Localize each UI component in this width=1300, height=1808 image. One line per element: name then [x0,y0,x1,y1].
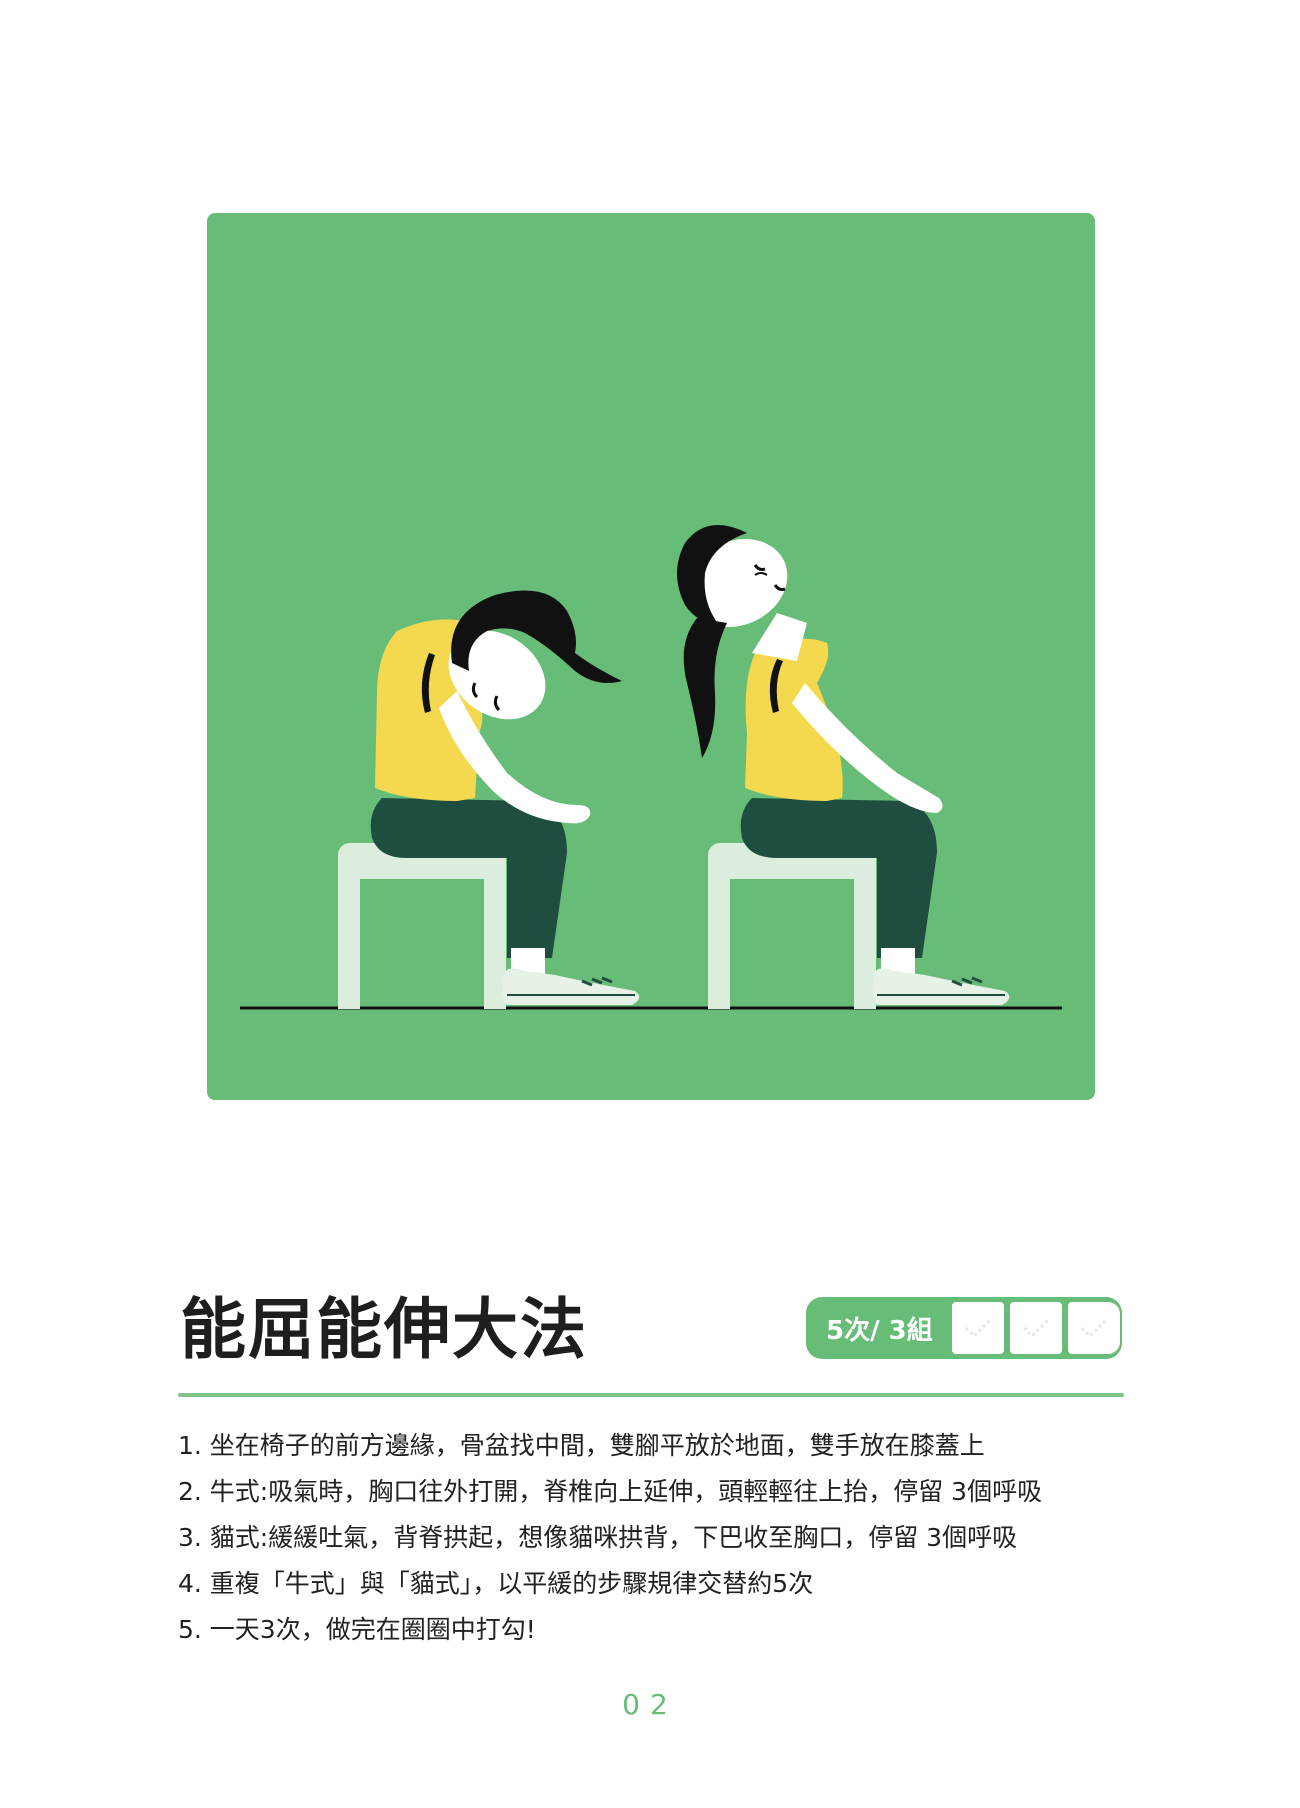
check-box-3[interactable] [1068,1302,1120,1354]
page-number: 02 [622,1688,678,1721]
head-left [448,630,546,720]
instruction-step: 3. 貓式:緩緩吐氣，背脊拱起，想像貓咪拱背，下巴收至胸口，停留 3個呼吸 [178,1523,1018,1552]
rep-counter-label: 5次/ 3組 [826,1315,933,1346]
head-right [686,539,788,627]
title-divider [178,1393,1124,1397]
chair-right [708,843,876,1009]
check-icon [1022,1318,1050,1339]
person-cow-pose [677,525,1010,1009]
instruction-step: 2. 牛式:吸氣時，胸口往外打開，脊椎向上延伸，頭輕輕往上抬，停留 3個呼吸 [178,1477,1043,1506]
check-box-2[interactable] [1010,1302,1062,1354]
exercise-illustration [207,213,1095,1100]
check-box-1[interactable] [952,1302,1004,1354]
instruction-step: 1. 坐在椅子的前方邊緣，骨盆找中間，雙腳平放於地面，雙手放在膝蓋上 [178,1431,985,1460]
instruction-step: 4. 重複「牛式」與「貓式」，以平緩的步驟規律交替約5次 [178,1569,814,1598]
chair-left [338,843,506,1009]
check-icon [964,1318,992,1339]
check-icon [1080,1318,1108,1339]
instruction-step: 5. 一天3次，做完在圈圈中打勾! [178,1615,536,1644]
page-title: 能屈能伸大法 [180,1291,588,1368]
rep-counter: 5次/ 3組 [806,1297,1122,1359]
person-cat-pose [338,590,640,1009]
instruction-list: 1. 坐在椅子的前方邊緣，骨盆找中間，雙腳平放於地面，雙手放在膝蓋上 2. 牛式… [178,1423,1118,1653]
